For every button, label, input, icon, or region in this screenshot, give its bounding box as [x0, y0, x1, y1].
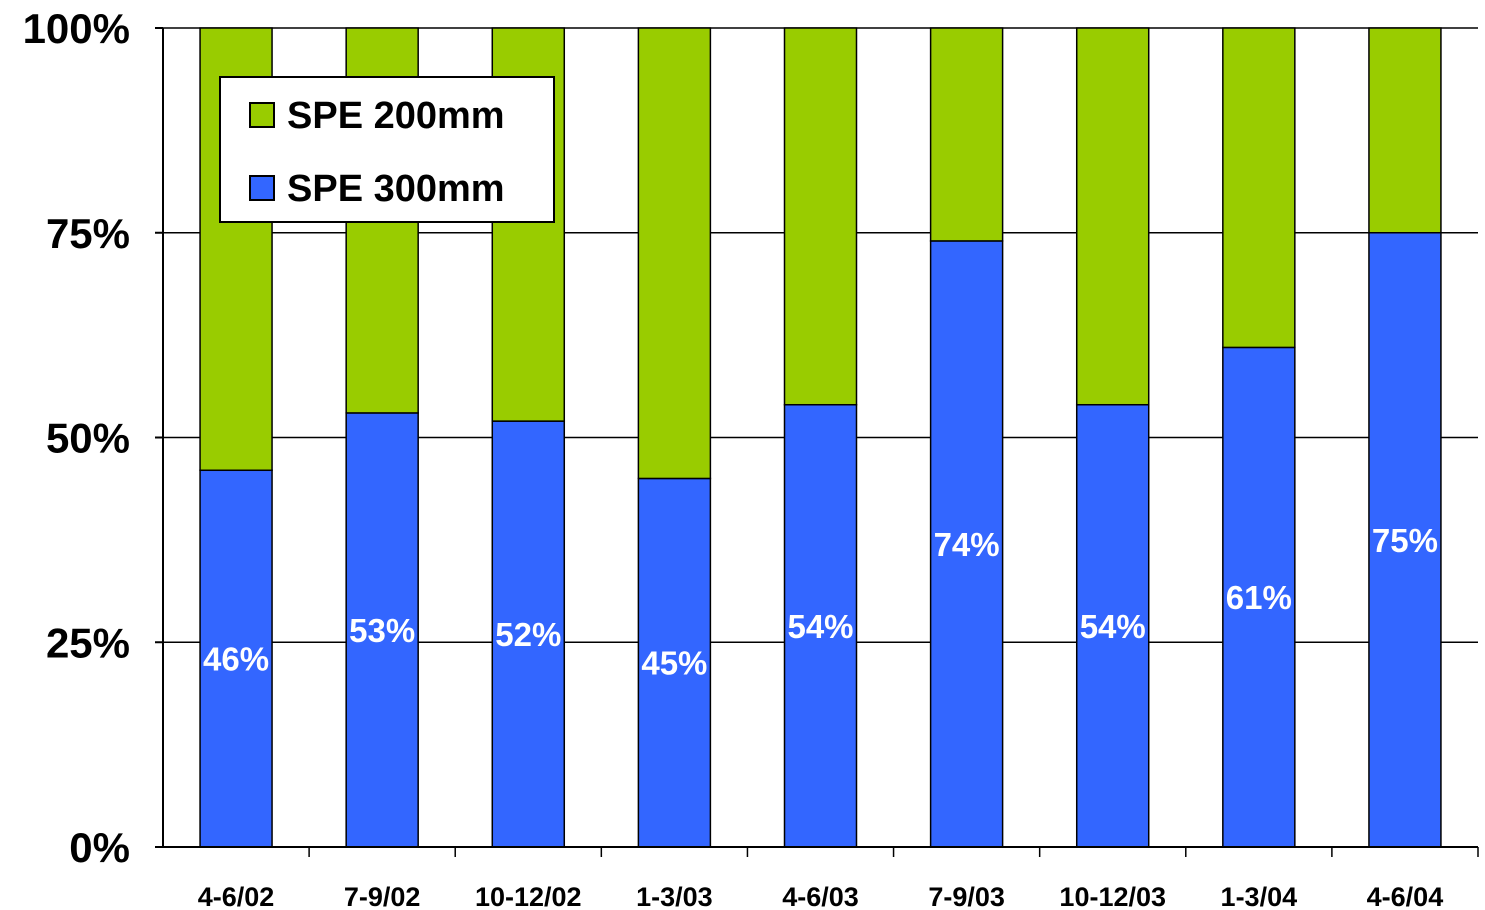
y-tick-label-75: 75%	[46, 210, 130, 257]
y-tick-label-50: 50%	[46, 415, 130, 462]
data-label-0: 46%	[203, 641, 269, 678]
data-label-4: 54%	[787, 608, 853, 645]
data-label-1: 53%	[349, 612, 415, 649]
bar-spe-300mm-1	[345, 412, 419, 848]
y-tick-label-25: 25%	[46, 619, 130, 666]
data-label-8: 75%	[1372, 522, 1438, 559]
data-label-6: 54%	[1080, 608, 1146, 645]
bar-spe-200mm-6	[1075, 27, 1150, 406]
x-tick-label-4: 4-6/03	[782, 882, 859, 910]
bar-spe-300mm-7	[1222, 346, 1296, 848]
x-tick-label-7: 1-3/04	[1221, 882, 1298, 910]
axes	[155, 27, 1479, 857]
x-tick-label-5: 7-9/03	[928, 882, 1005, 910]
x-tick-label-6: 10-12/03	[1059, 882, 1166, 910]
x-tick-label-8: 4-6/04	[1367, 882, 1444, 910]
data-label-3: 45%	[641, 645, 707, 682]
x-tick-labels: 4-6/02 7-9/02 10-12/02 1-3/03 4-6/03 7-9/03 10…	[198, 882, 1443, 910]
x-tick-label-2: 10-12/02	[475, 882, 582, 910]
bar-spe-200mm-3	[637, 27, 712, 480]
bar-spe-200mm-8	[1368, 27, 1442, 234]
data-label-5: 74%	[934, 526, 1000, 563]
y-tick-label-0: 0%	[69, 824, 130, 871]
data-labels: 46% 53% 52% 45% 54% 74% 54% 61% 75%	[203, 522, 1438, 682]
x-tick-label-0: 4-6/02	[198, 882, 275, 910]
bar-spe-300mm-2	[491, 420, 566, 848]
bar-spe-300mm-8	[1368, 232, 1442, 848]
x-tick-label-1: 7-9/02	[344, 882, 421, 910]
legend-swatch-spe-200mm	[249, 102, 275, 128]
bar-spe-200mm-7	[1222, 27, 1296, 349]
legend-label-spe-300mm: SPE 300mm	[287, 168, 505, 210]
data-label-7: 61%	[1226, 579, 1292, 616]
bar-spe-300mm-3	[637, 477, 712, 848]
bar-spe-200mm-5	[929, 27, 1004, 242]
bar-spe-300mm-0	[199, 469, 273, 848]
data-label-2: 52%	[495, 616, 561, 653]
bar-spe-200mm-4	[783, 27, 858, 406]
y-tick-label-100: 100%	[23, 5, 130, 52]
legend-box	[219, 76, 555, 223]
legend-swatch-spe-300mm	[249, 175, 275, 201]
legend-label-spe-200mm: SPE 200mm	[287, 95, 505, 137]
bar-spe-300mm-5	[929, 240, 1004, 848]
legend: SPE 200mm SPE 300mm	[219, 76, 555, 223]
bar-spe-300mm-4	[783, 403, 858, 848]
y-tick-labels: 0% 25% 50% 75% 100%	[23, 5, 130, 871]
x-tick-label-3: 1-3/03	[636, 882, 713, 910]
